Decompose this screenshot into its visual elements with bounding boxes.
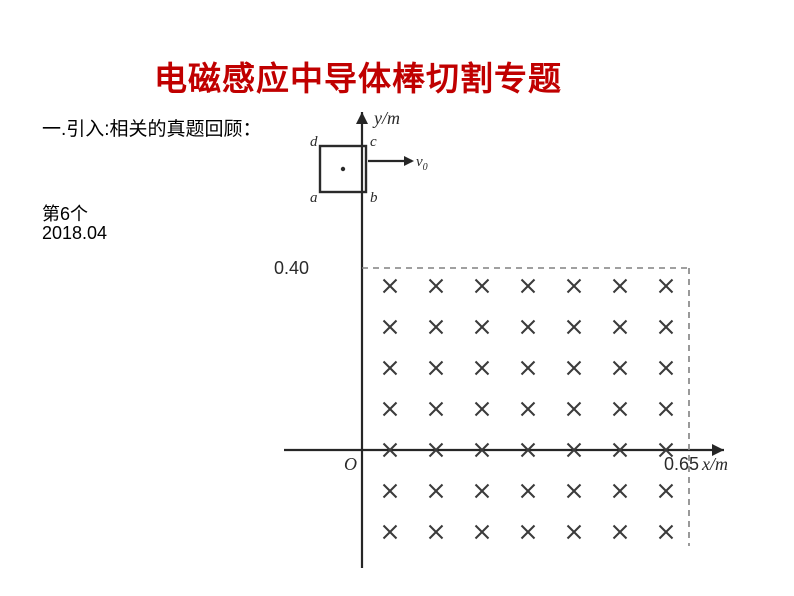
- svg-text:0.40: 0.40: [274, 258, 309, 278]
- svg-text:d: d: [310, 134, 318, 150]
- page-title: 电磁感应中导体棒切割专题: [154, 52, 562, 100]
- svg-text:a: a: [310, 190, 318, 206]
- item-date: 2018.04: [42, 223, 107, 244]
- svg-text:y/m: y/m: [372, 108, 400, 128]
- svg-text:O: O: [344, 454, 357, 474]
- section-subtitle: 一.引入:相关的真题回顾：: [42, 114, 262, 141]
- svg-text:v0: v0: [416, 154, 428, 173]
- svg-text:c: c: [370, 134, 377, 150]
- svg-text:0.65: 0.65: [664, 454, 699, 474]
- physics-diagram: y/m x/m O 0.40 0.65 a b c d v0: [254, 108, 744, 578]
- svg-text:x/m: x/m: [701, 454, 728, 474]
- svg-text:b: b: [370, 190, 378, 206]
- title-text: 电磁感应中导体棒切割专题: [154, 60, 562, 97]
